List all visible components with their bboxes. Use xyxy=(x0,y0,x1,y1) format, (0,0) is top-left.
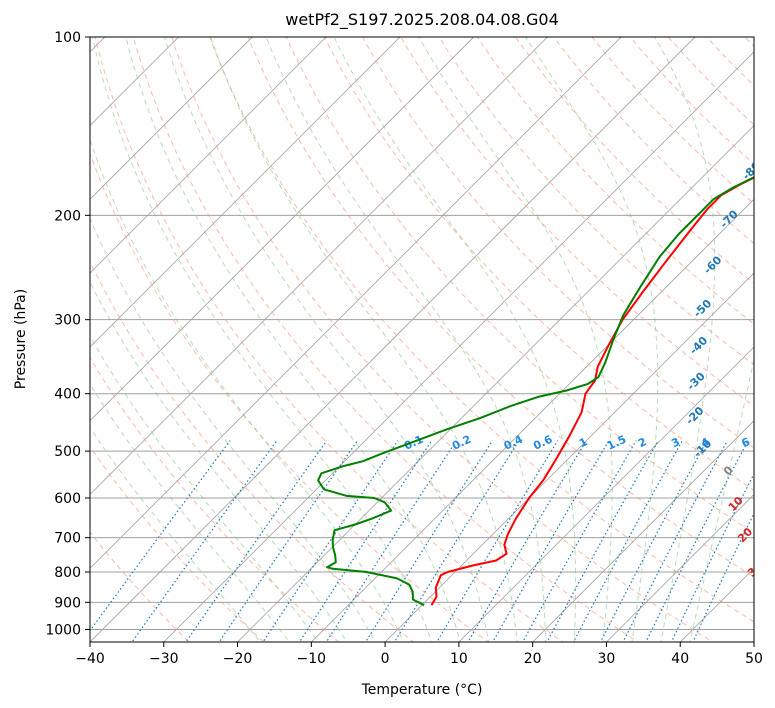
isotherm-line xyxy=(163,51,754,642)
y-tick-label: 700 xyxy=(54,531,81,547)
dry-adiabat-line xyxy=(94,37,564,642)
isotherm-line xyxy=(90,37,475,422)
isotherm-line xyxy=(237,125,754,642)
dry-adiabat-line xyxy=(362,37,754,449)
isotherm-grid xyxy=(90,37,754,642)
dry-adiabat-line xyxy=(90,356,340,642)
moist-adiabat-line xyxy=(418,37,613,642)
isotherm-line xyxy=(90,37,548,496)
x-tick-label: 20 xyxy=(524,651,542,667)
mixing-ratio-line xyxy=(572,440,683,642)
dry-adiabat-line xyxy=(171,37,714,642)
mixing-ratio-line xyxy=(262,440,399,642)
y-tick-label: 300 xyxy=(54,313,81,329)
dry-adiabat-line xyxy=(438,37,754,366)
moist-adiabat-line xyxy=(654,37,716,642)
moist-adiabats xyxy=(90,37,754,642)
profile-series xyxy=(317,176,754,607)
moist-adiabat-line xyxy=(92,37,433,642)
x-tick-label: 50 xyxy=(745,651,763,667)
moist-adiabat-line xyxy=(90,335,319,642)
x-axis: −40 −30 −20 −10 0 10 20 30 40 50 xyxy=(75,642,763,667)
moist-adiabat-line xyxy=(90,383,291,642)
moist-adiabat-line xyxy=(125,37,461,642)
y-tick-label: 500 xyxy=(54,444,81,460)
mixing-ratio-line xyxy=(622,440,728,642)
x-tick-label: 0 xyxy=(381,651,390,667)
moist-adiabat-line xyxy=(90,426,262,642)
isotherm-line xyxy=(90,37,622,569)
chart-title: wetPf2_S197.2025.208.04.08.G04 xyxy=(285,10,559,30)
x-tick-label: −10 xyxy=(297,651,327,667)
x-axis-label: Temperature (°C) xyxy=(361,682,483,698)
mixing-ratio-line xyxy=(645,440,749,642)
mixing-ratio-line xyxy=(467,440,587,642)
y-axis-label: Pressure (hPa) xyxy=(13,289,29,389)
isotherm-line xyxy=(384,272,754,642)
dewpoint-line xyxy=(317,176,754,607)
y-tick-label: 100 xyxy=(54,30,81,46)
isotherm-line xyxy=(90,37,327,274)
dry-adiabat-line xyxy=(132,37,639,642)
isotherm-line xyxy=(90,37,696,642)
isotherm-line xyxy=(458,346,754,642)
x-tick-label: 30 xyxy=(598,651,616,667)
mixing-ratio-line xyxy=(492,440,610,642)
isotherm-line xyxy=(605,493,754,642)
moist-adiabat-line xyxy=(333,37,577,642)
moist-adiabat-line xyxy=(90,217,376,642)
dry-adiabat-label: 20 xyxy=(735,525,755,545)
mixing-ratio-line xyxy=(364,440,494,642)
dry-adiabat-line xyxy=(209,37,754,623)
y-tick-label: 200 xyxy=(54,208,81,224)
dry-adiabat-line xyxy=(90,260,415,642)
isotherm-line xyxy=(532,420,754,642)
temperature-line xyxy=(430,176,754,606)
y-tick-label: 600 xyxy=(54,491,81,507)
moist-adiabat-line xyxy=(164,37,490,642)
y-axis: 100 200 300 400 500 600 700 800 900 1000 xyxy=(45,30,90,638)
isotherm-line xyxy=(90,37,401,348)
isobar-grid xyxy=(90,37,754,630)
x-tick-label: −20 xyxy=(223,651,253,667)
mixing-ratio-line xyxy=(670,472,754,642)
dry-adiabat-line xyxy=(323,37,754,491)
isotherm-line xyxy=(90,37,253,200)
mixing-ratio-line xyxy=(298,440,433,642)
mixing-ratio-lines xyxy=(90,440,754,642)
mixing-ratio-line xyxy=(546,440,659,642)
y-tick-label: 800 xyxy=(54,565,81,581)
x-tick-label: 10 xyxy=(450,651,468,667)
dry-adiabat-line xyxy=(90,152,490,642)
mixing-ratio-line xyxy=(325,440,457,642)
dry-adiabats xyxy=(90,37,754,642)
mixing-ratio-line xyxy=(436,440,559,642)
mixing-ratio-line xyxy=(131,440,278,642)
y-tick-label: 1000 xyxy=(45,622,81,638)
x-tick-label: −30 xyxy=(149,651,179,667)
dry-adiabat-label: 30 xyxy=(745,559,765,579)
x-tick-label: 40 xyxy=(671,651,689,667)
plot-frame xyxy=(89,36,755,643)
y-tick-label: 400 xyxy=(54,387,81,403)
moist-adiabat-line xyxy=(90,137,405,642)
moist-adiabat-line xyxy=(210,37,518,642)
dry-adiabat-line xyxy=(90,446,265,642)
x-tick-label: −40 xyxy=(75,651,105,667)
mixing-ratio-line xyxy=(522,440,637,642)
plot-area: -100-90-80-70-60-50-40-30-20-10010203040… xyxy=(90,37,765,642)
mixing-ratio-line xyxy=(599,440,708,642)
y-tick-label: 900 xyxy=(54,595,81,611)
